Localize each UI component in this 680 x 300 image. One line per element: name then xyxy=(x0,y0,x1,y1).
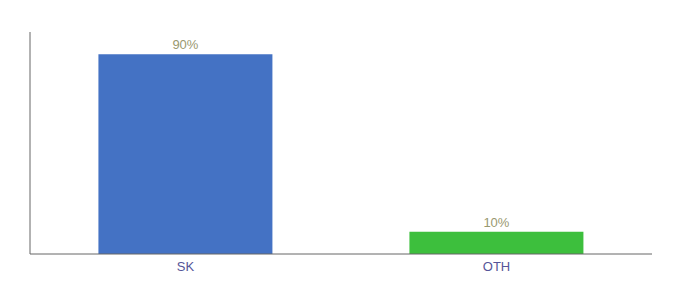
svg-text:90%: 90% xyxy=(172,37,198,52)
svg-text:SK: SK xyxy=(177,259,195,274)
svg-text:10%: 10% xyxy=(483,215,509,230)
svg-text:OTH: OTH xyxy=(483,259,510,274)
